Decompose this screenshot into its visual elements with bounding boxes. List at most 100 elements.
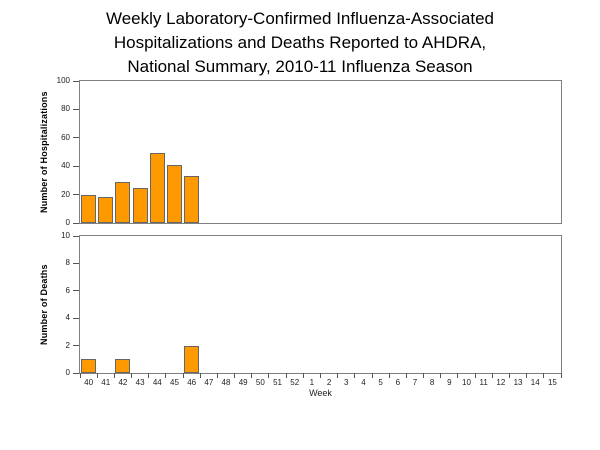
y-tick-label: 4	[65, 313, 70, 323]
x-tick-mark	[405, 373, 407, 378]
y-tick-label: 40	[61, 161, 70, 171]
x-tick-label-week-3: 3	[344, 378, 349, 387]
bar-week-42	[115, 181, 131, 223]
x-tick-label-week-49: 49	[238, 378, 248, 387]
y-tick-label: 60	[61, 132, 70, 142]
x-tick-mark	[234, 373, 236, 378]
hospitalizations-plot-area: 0 20 40 60 80 100	[57, 76, 562, 227]
bar-week-42	[115, 359, 131, 373]
x-tick-label-week-43: 43	[135, 378, 145, 387]
y-tick-label: 6	[65, 285, 70, 295]
x-tick-mark	[268, 373, 270, 378]
y-tick-mark	[73, 80, 79, 82]
x-tick-mark	[371, 373, 373, 378]
bar-week-46	[184, 345, 200, 373]
y-tick-mark	[73, 262, 79, 264]
y-tick-label: 2	[65, 340, 70, 350]
x-tick-label-week-1: 1	[309, 378, 315, 387]
x-tick-mark	[543, 373, 545, 378]
x-tick-mark	[560, 373, 562, 378]
x-tick-label-week-9: 9	[447, 378, 452, 387]
y-tick-mark	[73, 222, 79, 224]
bar-week-44	[149, 153, 165, 223]
x-tick-mark	[337, 373, 339, 378]
y-tick-label: 20	[61, 189, 70, 199]
x-tick-label-week-15: 15	[547, 378, 557, 387]
x-tick-mark	[388, 373, 390, 378]
x-tick-label-week-7: 7	[412, 378, 418, 387]
y-tick-mark	[73, 194, 79, 196]
y-tick-mark	[73, 108, 79, 110]
x-tick-label-week-41: 41	[101, 378, 111, 387]
deaths-plot-area: 0 2 4 6 8 10 40 41 42 43 44 45 46 47 48 49 50 51 52 1 2 3 4 5 6 7…	[61, 231, 562, 387]
x-tick-mark	[354, 373, 356, 378]
y-tick-mark	[73, 165, 79, 167]
x-tick-mark	[113, 373, 115, 378]
x-tick-mark	[508, 373, 510, 378]
bar-week-45	[166, 164, 182, 223]
x-tick-label-week-46: 46	[187, 378, 197, 387]
x-tick-mark	[320, 373, 321, 378]
y-axis-label-deaths: Number of Deaths	[39, 264, 49, 345]
x-tick-mark	[131, 373, 133, 378]
x-tick-mark	[165, 373, 167, 378]
x-tick-mark	[199, 373, 201, 378]
x-tick-mark	[491, 373, 493, 378]
x-tick-label-week-51: 51	[273, 378, 282, 387]
x-tick-mark	[96, 373, 98, 378]
x-tick-mark	[302, 373, 304, 378]
x-tick-mark	[79, 373, 81, 378]
y-tick-mark	[73, 235, 79, 237]
x-tick-label-week-5: 5	[378, 378, 383, 387]
chart-title-line-2: Hospitalizations and Deaths Reported to …	[113, 33, 487, 52]
y-tick-mark	[73, 290, 79, 292]
x-tick-label-week-40: 40	[84, 378, 94, 387]
x-tick-label-week-50: 50	[255, 378, 265, 387]
x-tick-label-week-8: 8	[429, 378, 435, 387]
chart-title: Weekly Laboratory-Confirmed Influenza-As…	[0, 7, 600, 79]
bar-week-40	[81, 359, 97, 373]
x-tick-label-week-14: 14	[530, 378, 540, 387]
y-axis-label-hospitalizations: Number of Hospitalizations	[39, 91, 49, 213]
bar-week-43	[132, 187, 148, 223]
chart-title-line-3: National Summary, 2010-11 Influenza Seas…	[127, 57, 473, 76]
y-tick-mark	[73, 317, 79, 319]
y-tick-label: 10	[61, 231, 70, 240]
y-tick-label: 0	[65, 218, 70, 227]
chart-title-line-1: Weekly Laboratory-Confirmed Influenza-As…	[105, 9, 495, 28]
x-tick-label-week-44: 44	[152, 378, 162, 387]
x-tick-mark	[526, 373, 528, 378]
x-tick-label-week-48: 48	[221, 378, 231, 387]
x-tick-label-week-11: 11	[479, 378, 488, 387]
y-tick-label: 80	[61, 104, 70, 114]
y-tick-mark	[73, 345, 79, 347]
x-tick-mark	[474, 373, 476, 378]
x-tick-mark	[285, 373, 287, 378]
y-tick-label: 0	[65, 368, 70, 377]
x-tick-label-week-12: 12	[496, 378, 506, 387]
y-tick-mark	[73, 137, 79, 139]
x-tick-label-week-4: 4	[361, 378, 366, 387]
x-tick-label-week-10: 10	[462, 378, 471, 387]
x-tick-mark	[148, 373, 150, 378]
bar-week-40	[81, 194, 97, 223]
x-tick-mark	[182, 373, 184, 378]
y-tick-label: 8	[65, 258, 70, 268]
x-tick-label-week-42: 42	[118, 378, 128, 387]
x-tick-mark	[423, 373, 425, 378]
x-tick-label-week-13: 13	[513, 378, 523, 387]
bar-week-41	[98, 197, 114, 223]
x-tick-label-week-47: 47	[204, 378, 214, 387]
x-axis-label-week: Week	[309, 388, 332, 398]
bar-week-46	[184, 176, 200, 223]
x-tick-label-week-52: 52	[290, 378, 300, 387]
x-tick-mark	[457, 373, 459, 378]
x-tick-mark	[216, 373, 218, 378]
x-tick-mark	[440, 373, 442, 378]
x-tick-label-week-45: 45	[170, 378, 179, 387]
x-tick-mark	[251, 373, 253, 378]
y-tick-mark	[73, 372, 79, 374]
x-tick-label-week-2: 2	[326, 378, 332, 387]
x-tick-label-week-6: 6	[395, 378, 401, 387]
